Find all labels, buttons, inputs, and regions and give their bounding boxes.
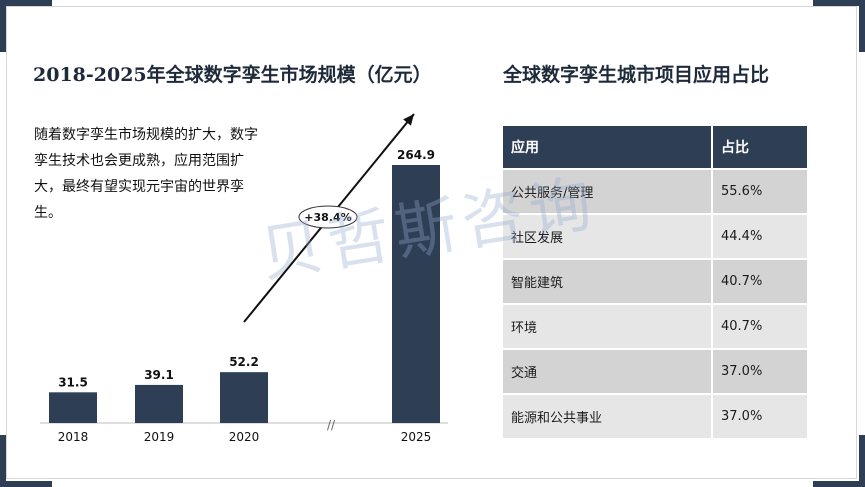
growth-arrow-head [403,114,414,126]
share-cell: 44.4% [711,213,807,259]
bar-2019 [135,384,183,423]
application-cell: 环境 [503,303,712,349]
table-row: 能源和公共事业 37.0% [503,393,807,438]
application-cell: 公共服务/管理 [503,168,712,214]
table-title: 全球数字孪生城市项目应用占比 [503,64,770,86]
value-label-2019: 39.1 [144,368,174,382]
bar-2025 [392,165,440,423]
header-application: 应用 [503,126,712,169]
bar-2020 [220,372,268,423]
category-label-2020: 2020 [229,430,260,444]
value-label-2025: 264.9 [397,148,435,162]
value-label-2018: 31.5 [58,375,88,389]
axis-break-mark: // [327,418,336,432]
description-text: 随着数字孪生市场规模的扩大，数字孪生技术也会更成熟，应用范围扩大，最终有望实现元… [34,127,258,221]
share-cell: 55.6% [711,168,807,214]
corner-mark-tl [0,0,52,6]
share-cell: 40.7% [711,258,807,304]
table-header-row: 应用 占比 [503,126,807,169]
corner-mark-tr [813,0,865,6]
growth-rate-bubble [298,205,358,229]
chart-title: 2018-2025年全球数字孪生市场规模（亿元） [33,64,432,86]
table-row: 社区发展 44.4% [503,213,807,259]
table-row: 环境 40.7% [503,303,807,349]
application-cell: 能源和公共事业 [503,393,712,438]
corner-mark-br [813,481,865,487]
application-cell: 社区发展 [503,213,712,259]
corner-mark-tl-v [0,0,6,52]
corner-mark-br-v [859,435,865,487]
category-label-2019: 2019 [144,430,175,444]
share-cell: 37.0% [711,393,807,438]
category-label-2025: 2025 [401,430,432,444]
table-row: 公共服务/管理 55.6% [503,168,807,214]
corner-mark-bl [0,481,52,487]
header-share: 占比 [711,126,807,169]
share-cell: 40.7% [711,303,807,349]
application-share-table: 应用 占比 公共服务/管理 55.6% 社区发展 44.4% 智能建筑 40.7… [503,126,807,438]
application-cell: 交通 [503,348,712,394]
growth-rate-label: +38.4% [304,211,351,224]
corner-mark-bl-v [0,435,6,487]
slide-frame [6,6,857,479]
category-label-2018: 2018 [58,430,89,444]
bar-2018 [49,392,97,423]
table-row: 交通 37.0% [503,348,807,394]
table-row: 智能建筑 40.7% [503,258,807,304]
corner-mark-tr-v [859,0,865,52]
share-cell: 37.0% [711,348,807,394]
value-label-2020: 52.2 [229,355,259,369]
application-cell: 智能建筑 [503,258,712,304]
